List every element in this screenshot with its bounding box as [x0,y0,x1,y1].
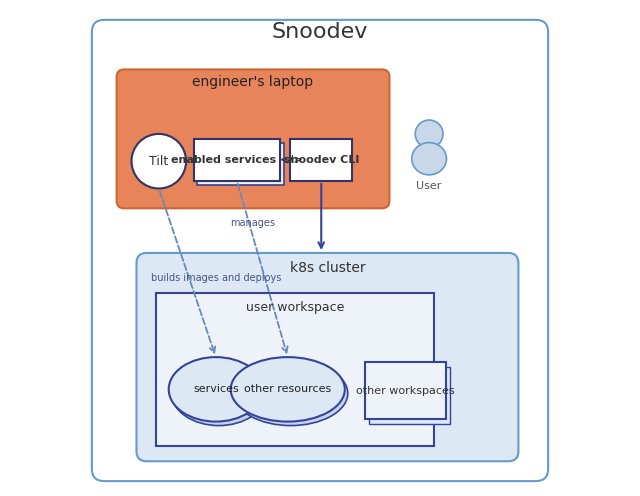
FancyBboxPatch shape [193,139,280,181]
Text: snoodev CLI: snoodev CLI [284,155,359,165]
Text: services: services [193,384,239,394]
Circle shape [415,120,443,148]
Ellipse shape [231,357,345,422]
Text: Tilt: Tilt [149,155,168,168]
Text: builds images and deploys: builds images and deploys [152,273,282,283]
Ellipse shape [172,361,266,426]
Text: other resources: other resources [244,384,332,394]
FancyBboxPatch shape [291,139,352,181]
FancyBboxPatch shape [198,143,284,185]
Text: User: User [417,181,442,191]
Text: engineer's laptop: engineer's laptop [193,75,314,89]
FancyBboxPatch shape [369,367,451,424]
FancyBboxPatch shape [92,20,548,481]
Ellipse shape [169,357,263,422]
Text: k8s cluster: k8s cluster [290,261,365,275]
FancyBboxPatch shape [156,293,434,446]
Text: Snoodev: Snoodev [272,22,368,42]
Text: manages: manages [230,218,276,228]
Text: other workspaces: other workspaces [356,385,455,396]
Text: enabled services </>: enabled services </> [171,155,303,165]
FancyBboxPatch shape [116,69,389,208]
FancyBboxPatch shape [365,362,447,419]
FancyBboxPatch shape [136,253,518,461]
Text: user workspace: user workspace [246,301,344,314]
Ellipse shape [234,361,348,426]
Circle shape [132,134,186,188]
Ellipse shape [412,143,447,175]
